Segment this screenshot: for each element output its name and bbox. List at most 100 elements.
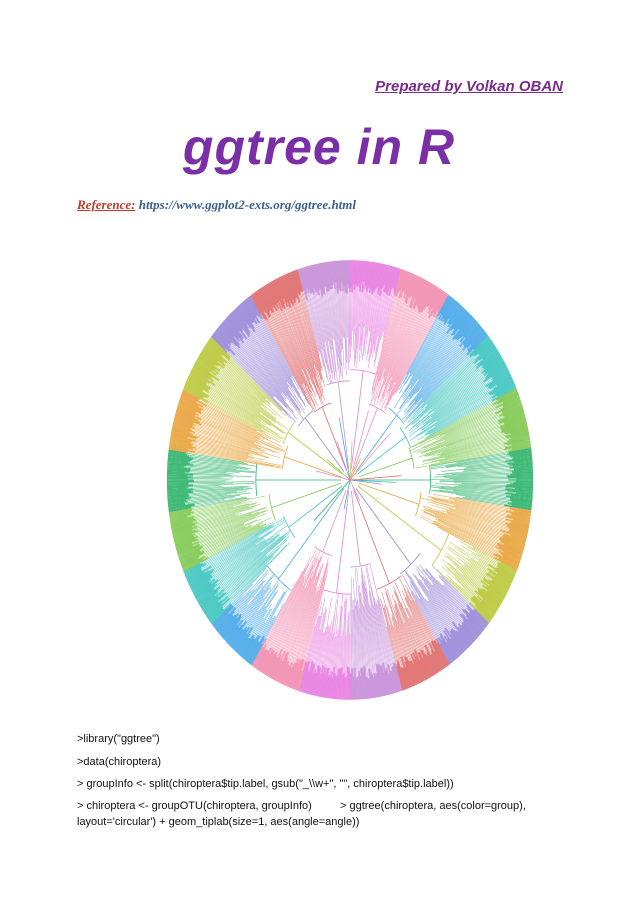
tree-branch — [482, 588, 502, 605]
tree-branch — [198, 586, 221, 605]
tree-branch — [203, 522, 263, 552]
tree-branch — [225, 348, 289, 415]
tree-branch — [334, 260, 339, 294]
tree-branch — [358, 482, 420, 505]
tree-branch — [197, 405, 283, 448]
tree-branch — [480, 580, 505, 600]
tree-branch — [477, 553, 498, 566]
tree-branch — [214, 535, 275, 580]
tree-branch — [385, 667, 393, 695]
tree-branch — [312, 665, 320, 696]
tree-branch — [214, 385, 284, 434]
tree-branch — [188, 489, 250, 496]
tree-branch — [430, 455, 510, 468]
tree-branch — [419, 403, 498, 445]
tree-branch — [495, 387, 517, 401]
tree-branch — [180, 393, 198, 404]
tree-branch — [203, 524, 261, 553]
tree-branch — [371, 262, 377, 295]
tree-branch — [477, 340, 493, 355]
tree-branch — [481, 584, 504, 603]
tree-branch — [261, 603, 285, 645]
tree-branch — [505, 485, 534, 489]
tree-branch — [394, 268, 403, 297]
tree-branch — [504, 415, 526, 425]
tree-branch — [411, 276, 420, 298]
tree-branch — [495, 567, 515, 580]
tree-branch — [281, 664, 290, 685]
tree-branch — [169, 443, 194, 450]
tree-branch — [482, 577, 507, 596]
tree-branch — [371, 292, 385, 359]
tree-branch — [498, 550, 521, 562]
tree-branch — [187, 492, 251, 502]
tree-branch — [414, 575, 452, 630]
tree-branch — [404, 571, 445, 637]
tree-branch — [435, 483, 506, 487]
tree-branch — [260, 313, 311, 406]
tree-branch — [419, 283, 433, 313]
code-line-data: >data(chiroptera) — [77, 756, 162, 768]
tree-branch — [238, 338, 287, 400]
tree-branch — [300, 661, 309, 692]
tree-branch — [185, 382, 209, 398]
tree-branch — [197, 523, 267, 559]
tree-branch — [424, 394, 491, 435]
tree-branch — [424, 644, 439, 674]
tree-branch — [258, 322, 294, 382]
tree-branch — [444, 443, 504, 458]
tree-branch — [365, 676, 370, 699]
tree-branch — [316, 263, 324, 297]
tree-branch — [393, 319, 449, 409]
tree-branch — [171, 431, 197, 440]
tree-branch — [474, 603, 492, 621]
tree-branch — [263, 615, 276, 636]
tree-branch — [481, 352, 501, 369]
tree-branch — [412, 354, 480, 420]
tree-branch — [256, 316, 292, 378]
tree-branch — [367, 286, 379, 354]
tree-branch — [353, 260, 356, 290]
tree-branch — [253, 617, 265, 636]
tree-branch — [268, 282, 279, 304]
tree-branch — [237, 305, 256, 333]
tree-branch — [300, 268, 308, 294]
tree-branch — [295, 659, 305, 691]
tree-branch — [356, 677, 359, 700]
tree-branch — [427, 289, 444, 319]
tree-branch — [243, 299, 256, 319]
tree-branch — [290, 307, 319, 388]
tree-branch — [252, 591, 277, 628]
tree-branch — [363, 606, 371, 673]
reference-url[interactable]: https://www.ggplot2-exts.org/ggtree.html — [138, 197, 357, 212]
tree-branch — [377, 600, 394, 666]
tree-branch — [183, 386, 204, 399]
tree-branch — [428, 287, 440, 310]
tree-branch — [509, 506, 532, 513]
tree-branch — [369, 289, 376, 333]
tree-branch — [236, 345, 294, 414]
tree-branch — [205, 517, 285, 564]
tree-branch — [184, 562, 207, 577]
tree-branch — [383, 264, 389, 286]
tree-branch — [185, 380, 204, 393]
tree-branch — [266, 283, 277, 306]
tree-branch — [310, 265, 317, 293]
tree-branch — [361, 667, 366, 700]
tree-branch — [394, 606, 412, 655]
tree-branch — [327, 261, 332, 290]
tree-branch — [260, 287, 274, 313]
tree-branch — [233, 596, 243, 607]
tree-branch — [196, 357, 213, 372]
tree-branch — [409, 277, 423, 309]
tree-branch — [357, 485, 442, 551]
tree-branch — [399, 271, 409, 298]
tree-branch — [442, 299, 456, 319]
tree-branch — [256, 649, 269, 671]
tree-branch — [259, 288, 272, 311]
tree-branch — [188, 570, 210, 585]
tree-branch — [397, 329, 459, 415]
tree-branch — [306, 664, 314, 694]
tree-branch — [191, 513, 267, 544]
tree-branch — [413, 279, 426, 310]
